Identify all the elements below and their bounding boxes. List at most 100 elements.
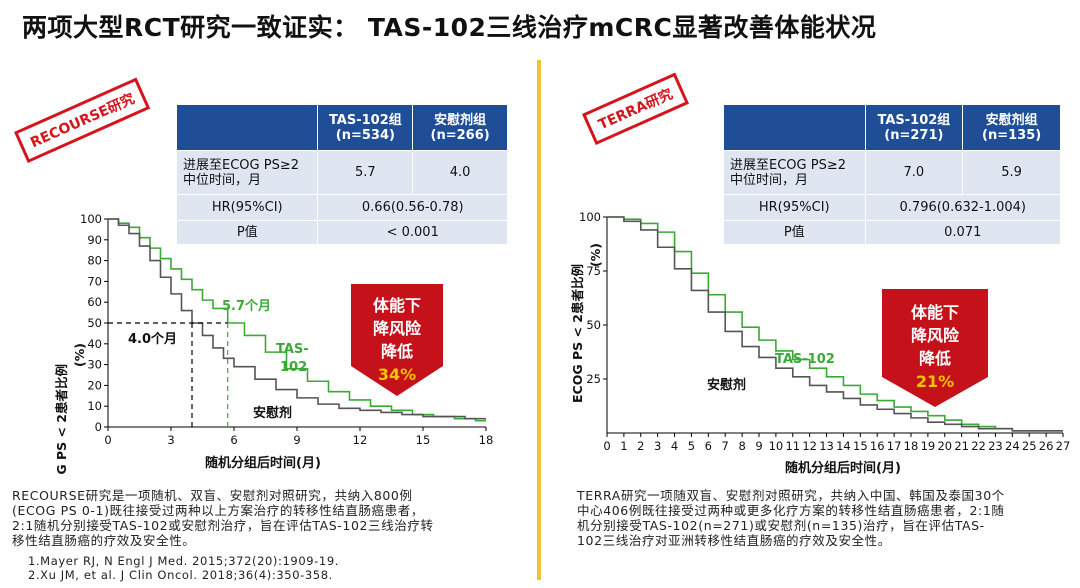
risk-line2: 降风险 xyxy=(910,326,959,345)
x-tick-label: 8 xyxy=(738,439,745,453)
x-tick-label: 3 xyxy=(654,439,661,453)
x-tick-label: 6 xyxy=(230,433,237,447)
x-tick-label: 10 xyxy=(769,439,784,453)
x-tick-label: 7 xyxy=(722,439,729,453)
row-label-p: P值 xyxy=(175,220,319,245)
y-tick-label: 60 xyxy=(87,295,102,309)
x-tick-label: 24 xyxy=(1005,439,1020,453)
x-tick-label: 15 xyxy=(416,433,431,447)
x-tick-label: 0 xyxy=(104,433,111,447)
terra-risk-callout: 体能下 降风险 降低 21% xyxy=(882,289,988,407)
page-title: 两项大型RCT研究一致证实： TAS-102三线治疗mCRC显著改善体能状况 xyxy=(22,13,877,42)
cell-p: < 0.001 xyxy=(317,220,508,245)
terra-study-badge: TERRA研究 xyxy=(582,72,689,146)
x-tick-label: 25 xyxy=(1022,439,1037,453)
chart-series xyxy=(108,218,486,422)
placebo-series-label: 安慰剂 xyxy=(707,377,746,393)
x-tick-label: 16 xyxy=(870,439,885,453)
x-tick-label: 20 xyxy=(937,439,952,453)
placebo-median-label: 4.0个月 xyxy=(128,331,177,347)
tas-102-curve xyxy=(607,216,1063,432)
section-divider xyxy=(537,60,541,580)
row-label-hr: HR(95%CI) xyxy=(175,194,319,221)
y-tick-label: 100 xyxy=(80,212,102,226)
x-tick-label: 19 xyxy=(921,439,936,453)
row-label-median-time: 进展至ECOG PS≥2 中位时间，月 xyxy=(723,150,866,195)
chart-axes: 0 10 20 30 40 50 60 70 80 90 100 0 3 6 9 12 15 18 xyxy=(80,212,493,447)
tas-series-label-line1: TAS- xyxy=(276,342,309,357)
y-tick-label: 90 xyxy=(87,233,102,247)
x-tick-label: 18 xyxy=(904,439,919,453)
recourse-km-chart: 0 10 20 30 40 50 60 70 80 90 100 0 3 6 9 12 15 18 5.7个月 4… xyxy=(54,212,493,475)
tas-series-label: TAS-102 xyxy=(775,352,835,367)
x-tick-label: 14 xyxy=(836,439,851,453)
x-tick-label: 1 xyxy=(620,439,627,453)
risk-callout-shape xyxy=(882,289,988,407)
y-tick-label: 10 xyxy=(87,399,102,413)
y-tick-label: 80 xyxy=(87,254,102,268)
risk-callout-text: 体能下 降风险 降低 21% xyxy=(882,301,988,393)
x-tick-label: 6 xyxy=(705,439,712,453)
x-tick-label: 5 xyxy=(688,439,695,453)
risk-value: 34% xyxy=(377,365,417,384)
risk-line2: 降风险 xyxy=(372,319,421,338)
risk-value: 21% xyxy=(915,372,955,391)
table-header-placebo: 安慰剂组 (n=135) xyxy=(962,104,1061,151)
recourse-stats-table: TAS-102组 (n=534) 安慰剂组 (n=266) 进展至ECOG PS… xyxy=(175,104,508,245)
cell-hr: 0.796(0.632-1.004) xyxy=(864,194,1062,221)
risk-callout-shape xyxy=(351,284,443,396)
chart-series xyxy=(607,216,1063,432)
y-tick-label: 30 xyxy=(87,358,102,372)
x-axis-label: 随机分组后时间(月) xyxy=(785,460,901,476)
table-header-blank xyxy=(723,104,866,151)
y-tick-label: 40 xyxy=(87,337,102,351)
table-header-tas: TAS-102组 (n=534) xyxy=(317,104,414,151)
x-tick-label: 11 xyxy=(785,439,800,453)
y-axis-label: ECOG PS < 2患者比例(%) xyxy=(54,343,87,475)
row-label-p: P值 xyxy=(723,220,866,245)
y-tick-label: 50 xyxy=(87,316,102,330)
y-tick-label: 25 xyxy=(586,372,601,386)
x-tick-label: 12 xyxy=(353,433,368,447)
y-tick-label: 100 xyxy=(579,210,601,224)
x-axis-label: 随机分组后时间(月) xyxy=(205,455,321,471)
x-tick-label: 12 xyxy=(802,439,817,453)
cell-tas-median: 5.7 xyxy=(317,150,414,195)
cell-p: 0.071 xyxy=(864,220,1062,245)
tas-series-label-line2: 102 xyxy=(280,360,307,375)
reference-2: 2.Xu JM, et al. J Clin Oncol. 2018;36(4)… xyxy=(28,568,333,582)
x-tick-label: 18 xyxy=(479,433,494,447)
y-axis-label: ECOG PS < 2患者比例(%) xyxy=(570,243,603,403)
y-tick-label: 50 xyxy=(586,318,601,332)
x-tick-label: 9 xyxy=(293,433,300,447)
table-header-placebo: 安慰剂组 (n=266) xyxy=(412,104,508,151)
placebo-series-label: 安慰剂 xyxy=(253,405,292,421)
risk-line1: 体能下 xyxy=(910,303,959,322)
row-label-median-time: 进展至ECOG PS≥2 中位时间，月 xyxy=(175,150,319,195)
table-header-blank xyxy=(175,104,319,151)
y-axis-label-line1: ECOG PS < 2患者比例 xyxy=(570,264,585,403)
x-tick-label: 22 xyxy=(971,439,986,453)
reference-1: 1.Mayer RJ, N Engl J Med. 2015;372(20):1… xyxy=(28,554,339,568)
cell-tas-median: 7.0 xyxy=(864,150,964,195)
tas-series-label: TAS- 102 xyxy=(276,342,309,375)
x-tick-label: 27 xyxy=(1056,439,1071,453)
placebo-curve xyxy=(108,218,486,420)
recourse-description: RECOURSE研究是一项随机、双盲、安慰剂对照研究，共纳入800例 (ECOG… xyxy=(12,488,434,548)
y-axis-label-line2: (%) xyxy=(72,343,87,367)
x-tick-label: 21 xyxy=(954,439,969,453)
y-axis-label-line1: ECOG PS < 2患者比例 xyxy=(54,364,69,475)
terra-stats-table: TAS-102组 (n=271) 安慰剂组 (n=135) 进展至ECOG PS… xyxy=(723,104,1062,245)
x-tick-label: 15 xyxy=(853,439,868,453)
x-tick-label: 9 xyxy=(755,439,762,453)
risk-line3: 降低 xyxy=(918,349,951,368)
risk-callout-text: 体能下 降风险 降低 34% xyxy=(351,294,443,386)
x-tick-label: 4 xyxy=(671,439,678,453)
y-tick-label: 20 xyxy=(87,378,102,392)
x-tick-label: 26 xyxy=(1039,439,1054,453)
cell-hr: 0.66(0.56-0.78) xyxy=(317,194,508,221)
y-tick-label: 70 xyxy=(87,274,102,288)
x-tick-label: 0 xyxy=(603,439,610,453)
placebo-curve xyxy=(607,216,1063,432)
